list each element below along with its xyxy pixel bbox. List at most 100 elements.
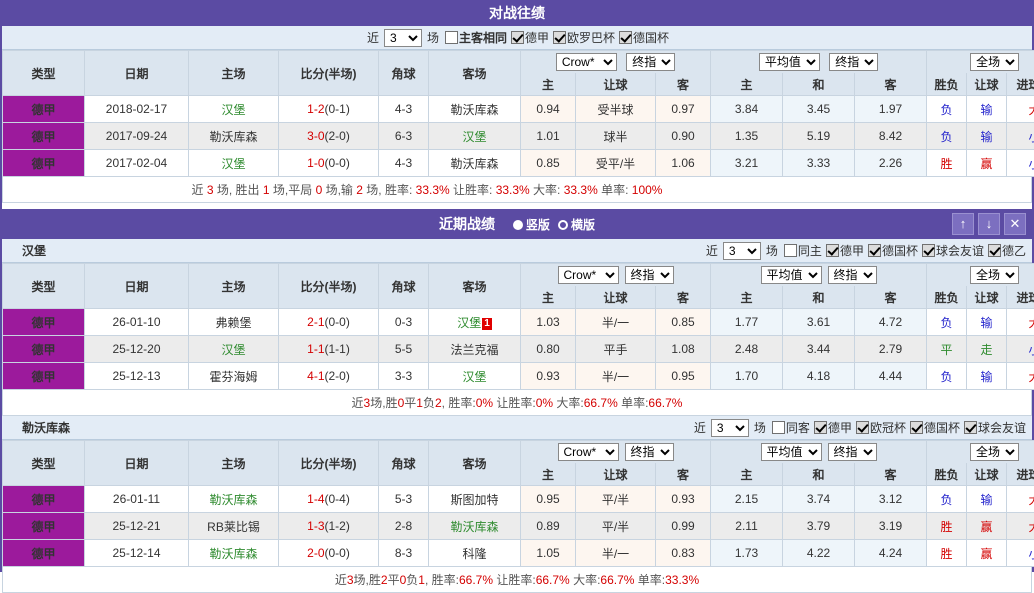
section-match-count-select[interactable]: 3561020 (723, 242, 761, 260)
checkbox-德甲[interactable] (826, 244, 839, 257)
col-sub-胜负: 胜负 (927, 286, 967, 309)
asia-phase-select[interactable]: 终指初指 (626, 53, 675, 71)
checkbox-德国杯[interactable] (619, 31, 632, 44)
cell-result-goals: 大 (1007, 486, 1034, 513)
checkbox-label: 德甲 (840, 239, 864, 263)
section-match-count-select[interactable]: 3561020 (711, 419, 749, 437)
result-group-header: 全场半场 (927, 441, 1034, 464)
cell-type: 德甲 (3, 309, 85, 336)
col-sub-和: 和 (783, 73, 855, 96)
col-sub-主: 主 (521, 463, 576, 486)
cell-asia-home: 0.95 (521, 486, 576, 513)
checkbox-德国杯[interactable] (868, 244, 881, 257)
cell-home[interactable]: 勒沃库森 (189, 540, 279, 567)
page-title: 对战往绩 (489, 5, 545, 21)
result-scope-select[interactable]: 全场半场 (970, 443, 1019, 461)
europe-mode-select[interactable]: 平均值最高值最低值 (759, 53, 820, 71)
checkbox-label: 德甲 (828, 416, 852, 440)
cell-asia-home: 1.03 (521, 309, 576, 336)
europe-mode-select[interactable]: 平均值最高值最低值 (761, 443, 822, 461)
result-scope-select[interactable]: 全场半场 (970, 53, 1019, 71)
checkbox-德国杯[interactable] (910, 421, 923, 434)
cell-home[interactable]: 勒沃库森 (189, 123, 279, 150)
cell-away[interactable]: 勒沃库森 (429, 150, 521, 177)
checkbox-球会友谊[interactable] (964, 421, 977, 434)
col-sub-进球数: 进球数 (1007, 286, 1034, 309)
cell-eur-away: 3.19 (855, 513, 927, 540)
checkbox-主客相同[interactable] (445, 31, 458, 44)
cell-home[interactable]: 霍芬海姆 (189, 363, 279, 390)
asia-company-select[interactable]: Crow*澳门皇冠易胜博 (558, 443, 619, 461)
cell-away[interactable]: 勒沃库森 (429, 513, 521, 540)
cell-home[interactable]: 勒沃库森 (189, 486, 279, 513)
col-sub-进球数: 进球数 (1007, 463, 1034, 486)
down-button[interactable]: ↓ (978, 213, 1000, 235)
asia-company-select[interactable]: Crow*澳门皇冠易胜博 (558, 266, 619, 284)
cell-away[interactable]: 汉堡 (429, 363, 521, 390)
col-corner: 角球 (379, 264, 429, 309)
cell-date: 25-12-20 (85, 336, 189, 363)
asia-phase-select[interactable]: 终指初指 (625, 443, 674, 461)
checkbox-同主[interactable] (784, 244, 797, 257)
match-count-select[interactable]: 3561020 (384, 29, 422, 47)
cell-home[interactable]: RB莱比锡 (189, 513, 279, 540)
checkbox-德乙[interactable] (988, 244, 1001, 257)
cell-date: 26-01-10 (85, 309, 189, 336)
cell-result-handicap: 走 (967, 336, 1007, 363)
cell-type: 德甲 (3, 486, 85, 513)
checkbox-label: 同主 (798, 239, 822, 263)
col-away: 客场 (429, 441, 521, 486)
checkbox-德甲[interactable] (511, 31, 524, 44)
checkbox-label: 德乙 (1002, 239, 1026, 263)
europe-phase-select[interactable]: 终指初指 (828, 266, 877, 284)
cell-home[interactable]: 汉堡 (189, 96, 279, 123)
col-date: 日期 (85, 51, 189, 96)
col-sub-胜负: 胜负 (927, 73, 967, 96)
cell-away[interactable]: 法兰克福 (429, 336, 521, 363)
cell-away[interactable]: 科隆 (429, 540, 521, 567)
close-button[interactable]: ✕ (1004, 213, 1026, 235)
europe-phase-select[interactable]: 终指初指 (828, 443, 877, 461)
europe-mode-select[interactable]: 平均值最高值最低值 (761, 266, 822, 284)
cell-away[interactable]: 汉堡 (429, 123, 521, 150)
view-mode-radio-group: 竖版横版 (505, 218, 595, 232)
checkbox-同客[interactable] (772, 421, 785, 434)
cell-eur-draw: 3.74 (783, 486, 855, 513)
cell-result-goals: 小 (1007, 540, 1034, 567)
checkbox-德甲[interactable] (814, 421, 827, 434)
cell-away[interactable]: 斯图加特 (429, 486, 521, 513)
cell-asia-home: 1.01 (521, 123, 576, 150)
asia-phase-select[interactable]: 终指初指 (625, 266, 674, 284)
table-header-top-row: 类型日期主场比分(半场)角球客场Crow*澳门皇冠易胜博终指初指平均值最高值最低… (3, 264, 1034, 287)
europe-phase-select[interactable]: 终指初指 (829, 53, 878, 71)
cell-eur-draw: 3.44 (783, 336, 855, 363)
radio-横版[interactable] (558, 220, 568, 230)
col-sub-和: 和 (783, 463, 855, 486)
radio-竖版[interactable] (513, 220, 523, 230)
checkbox-欧冠杯[interactable] (856, 421, 869, 434)
checkbox-球会友谊[interactable] (922, 244, 935, 257)
cell-type: 德甲 (3, 150, 85, 177)
asia-company-select[interactable]: Crow*澳门皇冠易胜博 (556, 53, 617, 71)
cell-home[interactable]: 汉堡 (189, 336, 279, 363)
result-scope-select[interactable]: 全场半场 (970, 266, 1019, 284)
section-filter-controls: 近3561020场同客德甲欧冠杯德国杯球会友谊 (692, 416, 1026, 440)
up-button[interactable]: ↑ (952, 213, 974, 235)
cell-asia-away: 1.06 (656, 150, 711, 177)
checkbox-欧罗巴杯[interactable] (553, 31, 566, 44)
cell-home[interactable]: 弗赖堡 (189, 309, 279, 336)
cell-away[interactable]: 勒沃库森 (429, 96, 521, 123)
cell-home[interactable]: 汉堡 (189, 150, 279, 177)
